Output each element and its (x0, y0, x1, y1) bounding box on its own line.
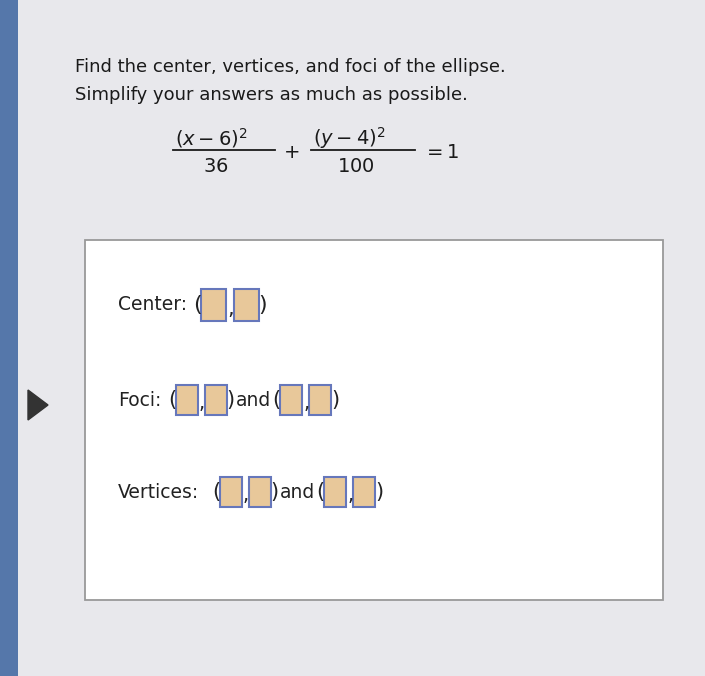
FancyBboxPatch shape (202, 289, 226, 321)
Text: ): ) (331, 390, 339, 410)
Text: Vertices:: Vertices: (118, 483, 200, 502)
Text: ): ) (259, 295, 267, 315)
Text: $+$: $+$ (283, 143, 300, 162)
Text: ,: , (243, 486, 249, 505)
Text: $(x-6)^2$: $(x-6)^2$ (175, 126, 247, 150)
Text: ,: , (303, 394, 309, 413)
Text: ): ) (375, 482, 383, 502)
FancyBboxPatch shape (204, 385, 226, 415)
FancyBboxPatch shape (176, 385, 198, 415)
FancyBboxPatch shape (249, 477, 271, 507)
FancyBboxPatch shape (324, 477, 346, 507)
Text: ): ) (226, 390, 235, 410)
Text: $= 1$: $= 1$ (423, 143, 460, 162)
Text: $(y-4)^2$: $(y-4)^2$ (313, 125, 386, 151)
Text: (: ( (168, 390, 176, 410)
Text: Center:: Center: (118, 295, 187, 314)
FancyBboxPatch shape (85, 240, 663, 600)
Text: Foci:: Foci: (118, 391, 161, 410)
FancyBboxPatch shape (309, 385, 331, 415)
Text: and: and (236, 391, 271, 410)
FancyBboxPatch shape (280, 385, 302, 415)
Text: ,: , (347, 486, 353, 505)
Text: (: ( (272, 390, 281, 410)
FancyBboxPatch shape (233, 289, 259, 321)
Text: ,: , (227, 299, 234, 319)
Text: Find the center, vertices, and foci of the ellipse.: Find the center, vertices, and foci of t… (75, 58, 505, 76)
FancyBboxPatch shape (220, 477, 242, 507)
Text: (: ( (193, 295, 202, 315)
Text: $36$: $36$ (203, 158, 228, 176)
Text: (: ( (212, 482, 220, 502)
FancyBboxPatch shape (0, 0, 18, 676)
Text: ): ) (271, 482, 278, 502)
Text: (: ( (317, 482, 324, 502)
Polygon shape (28, 390, 48, 420)
Text: Simplify your answers as much as possible.: Simplify your answers as much as possibl… (75, 86, 468, 104)
Text: ,: , (199, 394, 205, 413)
FancyBboxPatch shape (353, 477, 375, 507)
Text: $100$: $100$ (337, 158, 375, 176)
Text: and: and (281, 483, 316, 502)
